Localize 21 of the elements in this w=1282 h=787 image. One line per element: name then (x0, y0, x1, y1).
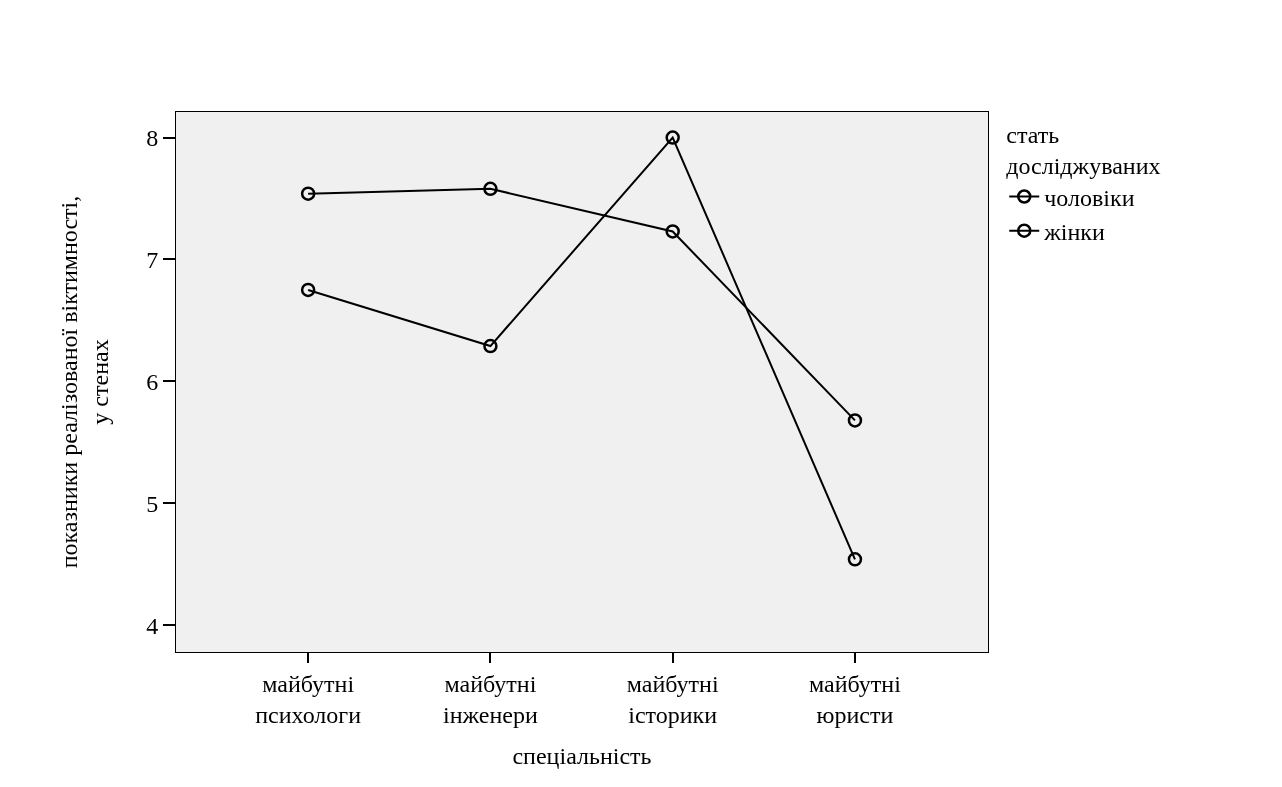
y-tick-label: 4 (146, 612, 159, 639)
y-tick-label: 7 (146, 246, 159, 273)
legend-label: жінки (1043, 219, 1105, 246)
point (847, 552, 863, 567)
legend-label: чоловіки (1044, 184, 1135, 211)
y-tick-label: 8 (146, 125, 159, 151)
point (300, 186, 316, 201)
y-tick-label: 6 (146, 368, 159, 395)
y-tick-label: 5 (146, 490, 159, 517)
x-tick-label: майбутні психологи (255, 670, 362, 728)
point (665, 130, 680, 145)
point (665, 224, 680, 239)
y-axis-title: показники реалізованої віктимності, у стенах (56, 195, 114, 569)
x-tick-label: майбутні інженери (443, 670, 538, 728)
x-tick-label: майбутні історики (626, 670, 719, 728)
point (300, 282, 316, 298)
point (847, 413, 863, 428)
point (483, 181, 498, 197)
point (483, 338, 498, 354)
x-axis-title: спеціальність (512, 743, 652, 770)
x-tick-label: майбутні юристи (809, 670, 902, 728)
